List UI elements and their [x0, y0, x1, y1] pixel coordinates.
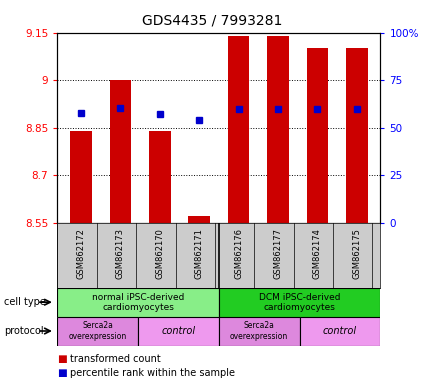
Text: cell type: cell type: [4, 297, 46, 307]
Bar: [346, 48, 368, 223]
Text: control: control: [323, 326, 357, 336]
Text: GSM862176: GSM862176: [234, 228, 243, 279]
Text: GDS4435 / 7993281: GDS4435 / 7993281: [142, 13, 283, 27]
Bar: [228, 36, 249, 223]
Text: GSM862177: GSM862177: [273, 228, 283, 279]
Text: ■: ■: [57, 354, 67, 364]
Text: GSM862175: GSM862175: [352, 228, 361, 279]
Text: normal iPSC-derived
cardiomyocytes: normal iPSC-derived cardiomyocytes: [92, 293, 184, 312]
Bar: [188, 216, 210, 223]
Text: GSM862173: GSM862173: [116, 228, 125, 279]
Text: DCM iPSC-derived
cardiomyocytes: DCM iPSC-derived cardiomyocytes: [259, 293, 340, 312]
Bar: [110, 80, 131, 223]
Bar: [267, 36, 289, 223]
Bar: [149, 131, 170, 223]
Text: Serca2a
overexpression: Serca2a overexpression: [68, 321, 127, 341]
Bar: [219, 317, 300, 346]
Bar: [57, 317, 138, 346]
Text: control: control: [162, 326, 196, 336]
Text: GSM862172: GSM862172: [76, 228, 85, 279]
Bar: [300, 317, 380, 346]
Bar: [219, 288, 380, 317]
Bar: [70, 131, 92, 223]
Text: GSM862170: GSM862170: [155, 228, 164, 279]
Text: GSM862171: GSM862171: [195, 228, 204, 279]
Text: Serca2a
overexpression: Serca2a overexpression: [230, 321, 289, 341]
Text: protocol: protocol: [4, 326, 44, 336]
Text: transformed count: transformed count: [70, 354, 161, 364]
Text: ■: ■: [57, 368, 67, 378]
Text: percentile rank within the sample: percentile rank within the sample: [70, 368, 235, 378]
Bar: [138, 317, 219, 346]
Text: GSM862174: GSM862174: [313, 228, 322, 279]
Bar: [57, 288, 219, 317]
Bar: [306, 48, 328, 223]
